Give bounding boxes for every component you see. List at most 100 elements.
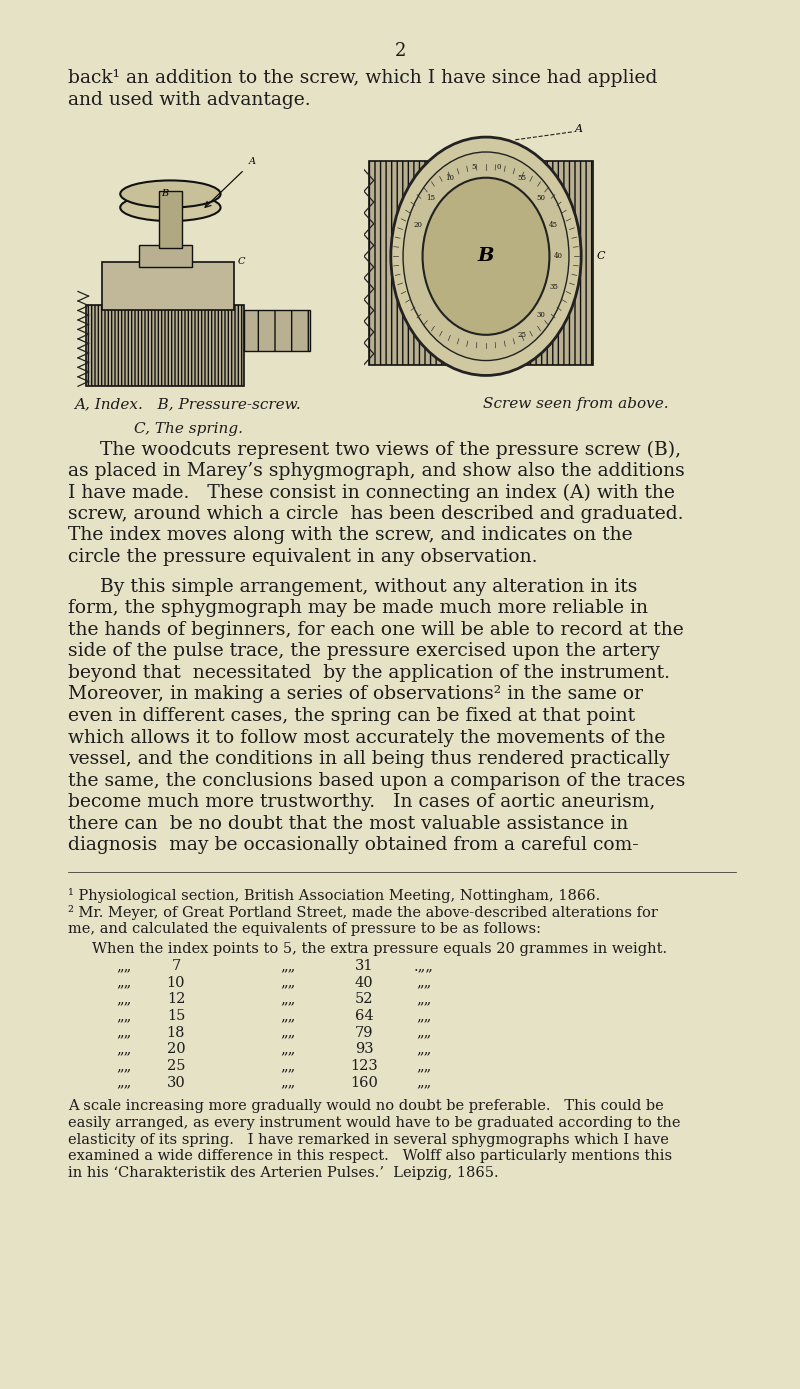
- Text: examined a wide difference in this respect.   Wolff also particularly mentions t: examined a wide difference in this respe…: [68, 1149, 672, 1164]
- Text: me, and calculated the equivalents of pressure to be as follows:: me, and calculated the equivalents of pr…: [68, 921, 541, 936]
- Ellipse shape: [120, 181, 221, 207]
- Text: „„: „„: [416, 1008, 432, 1024]
- Text: 93: 93: [354, 1042, 374, 1057]
- Text: 45: 45: [549, 221, 558, 229]
- Text: side of the pulse trace, the pressure exercised upon the artery: side of the pulse trace, the pressure ex…: [68, 642, 660, 660]
- Text: 30: 30: [166, 1075, 186, 1090]
- Text: By this simple arrangement, without any alteration in its: By this simple arrangement, without any …: [100, 578, 638, 596]
- Text: 50: 50: [537, 194, 546, 201]
- Text: 0: 0: [496, 163, 501, 171]
- Text: the same, the conclusions based upon a comparison of the traces: the same, the conclusions based upon a c…: [68, 771, 686, 789]
- Text: vessel, and the conditions in all being thus rendered practically: vessel, and the conditions in all being …: [68, 750, 670, 768]
- Text: „„: „„: [116, 1058, 132, 1074]
- Ellipse shape: [120, 194, 221, 221]
- Text: 64: 64: [354, 1008, 374, 1024]
- Bar: [369, 161, 594, 365]
- Text: which allows it to follow most accurately the movements of the: which allows it to follow most accuratel…: [68, 728, 666, 746]
- Text: „„: „„: [280, 1058, 296, 1074]
- Text: 35: 35: [550, 283, 558, 292]
- Text: 40: 40: [554, 253, 562, 260]
- Text: „„: „„: [116, 1042, 132, 1057]
- Text: 12: 12: [167, 992, 185, 1007]
- Text: „„: „„: [416, 1042, 432, 1057]
- Text: „„: „„: [416, 1025, 432, 1040]
- Text: „„: „„: [116, 992, 132, 1007]
- Text: „„: „„: [280, 1025, 296, 1040]
- Text: form, the sphygmograph may be made much more reliable in: form, the sphygmograph may be made much …: [68, 599, 648, 617]
- Text: „„: „„: [416, 975, 432, 990]
- Text: C: C: [238, 257, 246, 267]
- Bar: [158, 192, 182, 249]
- Text: 30: 30: [537, 311, 546, 318]
- Text: become much more trustworthy.   In cases of aortic aneurism,: become much more trustworthy. In cases o…: [68, 793, 655, 811]
- Text: A scale increasing more gradually would no doubt be preferable.   This could be: A scale increasing more gradually would …: [68, 1099, 664, 1114]
- Text: screw, around which a circle  has been described and graduated.: screw, around which a circle has been de…: [68, 504, 683, 522]
- Text: „„: „„: [280, 958, 296, 974]
- Text: „„: „„: [116, 1075, 132, 1090]
- Text: 25: 25: [166, 1058, 186, 1074]
- Text: in his ‘Charakteristik des Arterien Pulses.’  Leipzig, 1865.: in his ‘Charakteristik des Arterien Puls…: [68, 1165, 498, 1181]
- Text: „„: „„: [416, 1058, 432, 1074]
- Text: B: B: [478, 247, 494, 265]
- Text: 18: 18: [166, 1025, 186, 1040]
- Text: The woodcuts represent two views of the pressure screw (B),: The woodcuts represent two views of the …: [100, 440, 681, 458]
- Bar: [138, 246, 191, 267]
- Text: even in different cases, the spring can be fixed at that point: even in different cases, the spring can …: [68, 707, 635, 725]
- Text: 79: 79: [354, 1025, 374, 1040]
- Text: A: A: [249, 157, 256, 165]
- Text: „„: „„: [280, 1008, 296, 1024]
- Text: „„: „„: [280, 1042, 296, 1057]
- Text: beyond that  necessitated  by the application of the instrument.: beyond that necessitated by the applicat…: [68, 664, 670, 682]
- Text: 20: 20: [414, 221, 423, 229]
- Text: „„: „„: [116, 958, 132, 974]
- Text: „„: „„: [280, 992, 296, 1007]
- Text: 52: 52: [354, 992, 374, 1007]
- Text: When the index points to 5, the extra pressure equals 20 grammes in weight.: When the index points to 5, the extra pr…: [92, 942, 667, 957]
- Text: ² Mr. Meyer, of Great Portland Street, made the above-described alterations for: ² Mr. Meyer, of Great Portland Street, m…: [68, 904, 658, 920]
- Text: .„„: .„„: [414, 958, 434, 974]
- Text: circle the pressure equivalent in any observation.: circle the pressure equivalent in any ob…: [68, 547, 538, 565]
- Text: as placed in Marey’s sphygmograph, and show also the additions: as placed in Marey’s sphygmograph, and s…: [68, 461, 685, 479]
- Text: elasticity of its spring.   I have remarked in several sphygmographs which I hav: elasticity of its spring. I have remarke…: [68, 1132, 669, 1147]
- Text: Screw seen from above.: Screw seen from above.: [483, 397, 669, 411]
- Text: The index moves along with the screw, and indicates on the: The index moves along with the screw, an…: [68, 526, 633, 544]
- Text: 15: 15: [426, 194, 435, 201]
- Text: 2: 2: [394, 42, 406, 60]
- Text: 5: 5: [471, 163, 476, 171]
- Text: 7: 7: [171, 958, 181, 974]
- Text: „„: „„: [416, 1075, 432, 1090]
- Text: 15: 15: [167, 1008, 185, 1024]
- Text: „„: „„: [280, 975, 296, 990]
- Text: 10: 10: [166, 975, 186, 990]
- Text: the hands of beginners, for each one will be able to record at the: the hands of beginners, for each one wil…: [68, 621, 684, 639]
- Text: 10: 10: [446, 174, 454, 182]
- Ellipse shape: [403, 151, 569, 361]
- Text: A: A: [574, 124, 582, 133]
- Text: 31: 31: [354, 958, 374, 974]
- Text: 55: 55: [518, 174, 526, 182]
- Text: back¹ an addition to the screw, which I have since had applied: back¹ an addition to the screw, which I …: [68, 69, 658, 88]
- Text: „„: „„: [280, 1075, 296, 1090]
- Text: ¹ Physiological section, British Association Meeting, Nottingham, 1866.: ¹ Physiological section, British Associa…: [68, 888, 600, 903]
- Text: „„: „„: [116, 1025, 132, 1040]
- Text: and used with advantage.: and used with advantage.: [68, 92, 310, 108]
- Text: „„: „„: [416, 992, 432, 1007]
- Text: 20: 20: [166, 1042, 186, 1057]
- Text: Moreover, in making a series of observations² in the same or: Moreover, in making a series of observat…: [68, 685, 643, 703]
- Text: C: C: [597, 251, 605, 261]
- Ellipse shape: [422, 178, 550, 335]
- Text: 40: 40: [354, 975, 374, 990]
- Bar: [102, 261, 234, 310]
- Text: 160: 160: [350, 1075, 378, 1090]
- Text: there can  be no doubt that the most valuable assistance in: there can be no doubt that the most valu…: [68, 814, 628, 832]
- Text: „„: „„: [116, 975, 132, 990]
- Text: 123: 123: [350, 1058, 378, 1074]
- Text: 25: 25: [518, 331, 526, 339]
- Text: B: B: [162, 189, 169, 199]
- Text: „„: „„: [116, 1008, 132, 1024]
- Text: diagnosis  may be occasionally obtained from a careful com-: diagnosis may be occasionally obtained f…: [68, 836, 638, 854]
- Text: I have made.   These consist in connecting an index (A) with the: I have made. These consist in connecting…: [68, 483, 675, 501]
- Bar: [86, 306, 244, 386]
- Text: easily arranged, as every instrument would have to be graduated according to the: easily arranged, as every instrument wou…: [68, 1115, 681, 1131]
- Text: C, The spring.: C, The spring.: [134, 422, 242, 436]
